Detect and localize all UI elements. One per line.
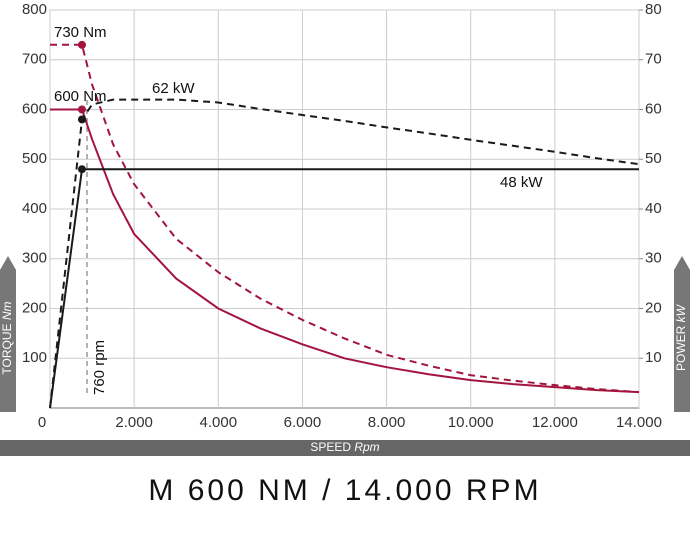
right-axis-bar xyxy=(674,256,690,412)
y2-tick-label: 60 xyxy=(645,100,662,117)
annotation: 600 Nm xyxy=(54,88,107,105)
y-axis-label-text: TORQUE xyxy=(0,323,14,374)
annotation: 48 kW xyxy=(500,174,543,191)
annotation: 730 Nm xyxy=(54,24,107,41)
y2-tick-label: 10 xyxy=(645,349,662,366)
y-axis-unit: Nm xyxy=(0,301,14,320)
series-line xyxy=(50,108,640,394)
x-tick-label: 0 xyxy=(38,414,46,431)
x-tick-label: 8.000 xyxy=(368,414,406,431)
y2-tick-label: 20 xyxy=(645,299,662,316)
series-line xyxy=(49,168,639,409)
y2-tick-label: 30 xyxy=(645,250,662,267)
y-tick-label: 500 xyxy=(22,150,47,167)
y-tick-label: 200 xyxy=(22,299,47,316)
y2-axis-label-text: POWER xyxy=(674,325,688,371)
y-tick-label: 600 xyxy=(22,100,47,117)
annotation: 62 kW xyxy=(152,80,195,97)
annotation: 760 rpm xyxy=(91,340,108,395)
x-tick-label: 6.000 xyxy=(284,414,322,431)
x-tick-label: 4.000 xyxy=(200,414,238,431)
corner-point xyxy=(77,165,86,174)
series-line xyxy=(50,43,640,394)
plot-area xyxy=(49,40,640,409)
y2-tick-label: 80 xyxy=(645,1,662,18)
y2-tick-label: 50 xyxy=(645,150,662,167)
x-axis-label: SPEED Rpm xyxy=(310,440,379,454)
x-tick-label: 10.000 xyxy=(448,414,494,431)
corner-point xyxy=(77,115,86,124)
y-tick-label: 400 xyxy=(22,200,47,217)
y-tick-label: 100 xyxy=(22,349,47,366)
left-axis-bar xyxy=(0,256,16,412)
series-line xyxy=(49,98,640,409)
x-tick-label: 2.000 xyxy=(115,414,153,431)
x-tick-label: 12.000 xyxy=(532,414,578,431)
y-axis-label: TORQUE Nm xyxy=(0,301,14,374)
y2-axis-label: POWER kW xyxy=(674,303,688,371)
y-tick-label: 700 xyxy=(22,51,47,68)
x-axis-bar xyxy=(0,440,690,456)
x-tick-label: 14.000 xyxy=(616,414,662,431)
x-axis-unit: Rpm xyxy=(354,440,379,454)
x-axis-label-text: SPEED xyxy=(310,440,351,454)
y2-axis-unit: kW xyxy=(674,303,688,322)
y-tick-label: 800 xyxy=(22,1,47,18)
y2-tick-label: 40 xyxy=(645,200,662,217)
chart-title: M 600 NM / 14.000 RPM xyxy=(148,474,541,507)
y2-tick-label: 70 xyxy=(645,51,662,68)
y-tick-label: 300 xyxy=(22,250,47,267)
corner-point xyxy=(77,105,86,114)
corner-point xyxy=(77,40,86,49)
